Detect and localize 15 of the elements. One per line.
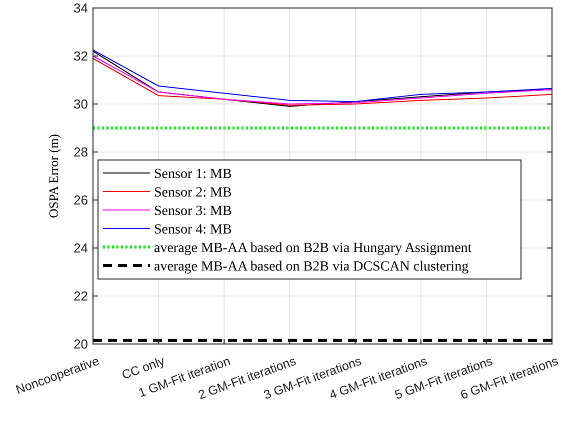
legend-label: average MB-AA based on B2B via DCSCAN clustering	[154, 259, 469, 274]
legend-label: average MB-AA based on B2B via Hungary Assignment	[154, 240, 472, 256]
y-tick-label: 32	[74, 48, 88, 64]
y-tick-label: 24	[74, 240, 88, 256]
legend-label: Sensor 4: MB	[154, 222, 232, 238]
y-tick-label: 34	[74, 0, 88, 16]
legend-label: Sensor 2: MB	[154, 185, 232, 200]
y-tick-label: 20	[74, 336, 88, 352]
legend-label: Sensor 3: MB	[154, 204, 232, 219]
y-tick-label: 26	[74, 192, 88, 208]
y-tick-label: 22	[74, 288, 88, 304]
y-tick-label: 30	[74, 96, 88, 112]
y-tick-label: 28	[74, 144, 88, 160]
y-axis-title: OSPA Error (m)	[46, 134, 61, 218]
legend-label: Sensor 1: MB	[154, 166, 232, 182]
